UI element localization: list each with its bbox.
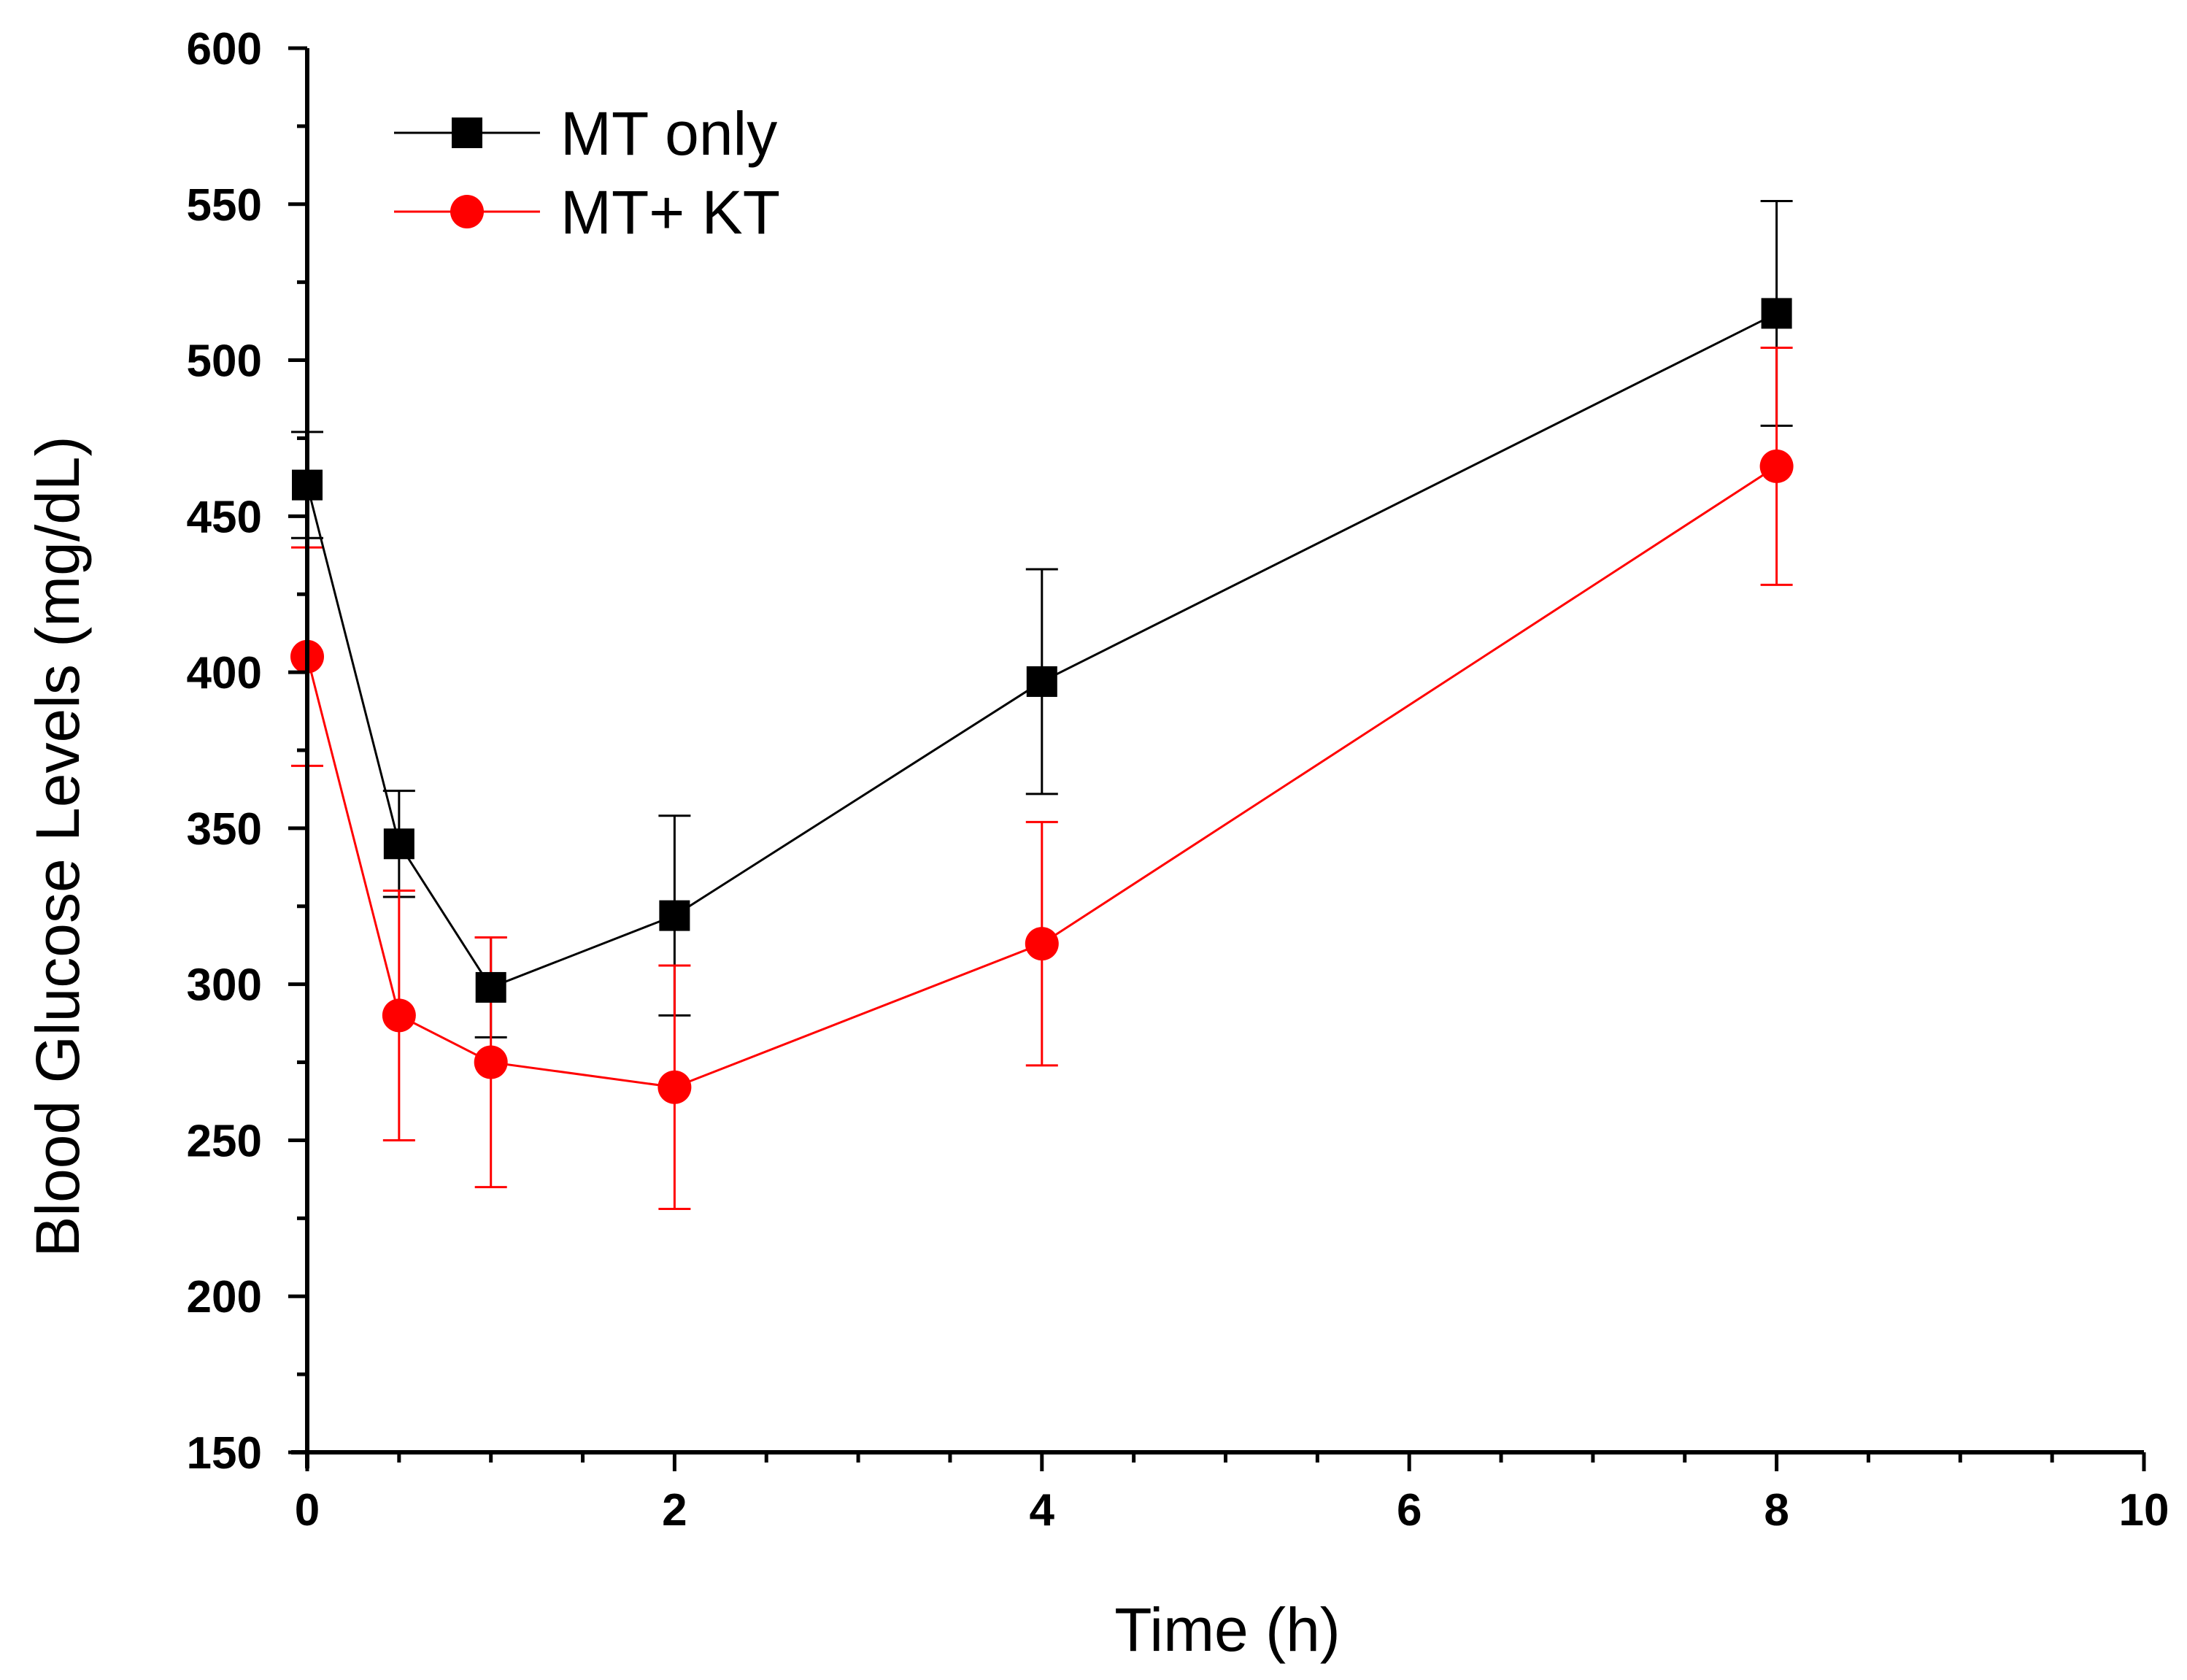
tick-labels: 150 200 250 300 350 400 450 500 550 600 0 2 4 6 8 10 [187, 24, 2169, 1535]
mt-only-point [1026, 666, 1057, 697]
x-tick-label: 10 [2119, 1485, 2169, 1535]
legend-label-mt-kt: MT+ KT [560, 178, 780, 247]
y-tick-label: 400 [187, 648, 262, 698]
y-axis-title: Blood Glucose Levels (mg/dL) [23, 436, 92, 1257]
y-tick-label: 150 [187, 1428, 262, 1479]
y-tick-label: 600 [187, 24, 262, 74]
mt-kt-point [382, 998, 416, 1033]
mt-only-point [383, 828, 414, 860]
y-tick-label: 300 [187, 960, 262, 1011]
series-lines [306, 312, 1778, 1089]
y-tick-label: 250 [187, 1116, 262, 1166]
axes [288, 46, 2146, 1471]
legend-marker-mt-only [452, 117, 482, 148]
x-tick-label: 4 [1030, 1485, 1055, 1535]
y-tick-label: 200 [187, 1272, 262, 1322]
y-tick-label: 550 [187, 180, 262, 231]
legend-marker-mt-kt [450, 195, 484, 228]
x-tick-label: 6 [1397, 1485, 1422, 1535]
x-axis-title: Time (h) [1114, 1595, 1341, 1664]
y-tick-label: 450 [187, 492, 262, 542]
mt-only-point [1761, 298, 1792, 329]
error-bars [291, 200, 1793, 1211]
x-tick-label: 8 [1764, 1485, 1789, 1535]
mt-only-point [659, 900, 690, 931]
mt-only-point [475, 971, 506, 1003]
mt-kt-point [1025, 927, 1059, 961]
y-tick-label: 350 [187, 804, 262, 855]
mt-kt-point [474, 1045, 508, 1079]
mt-kt-point [1759, 449, 1794, 483]
legend: MT only MT+ KT [394, 99, 780, 247]
y-tick-label: 500 [187, 336, 262, 387]
mt-kt-point [657, 1070, 692, 1104]
x-tick-label: 2 [662, 1485, 687, 1535]
legend-label-mt-only: MT only [560, 99, 777, 168]
x-tick-label: 0 [295, 1485, 320, 1535]
mt-only-series-line [306, 312, 1778, 989]
mt-kt-series-line [306, 465, 1778, 1089]
